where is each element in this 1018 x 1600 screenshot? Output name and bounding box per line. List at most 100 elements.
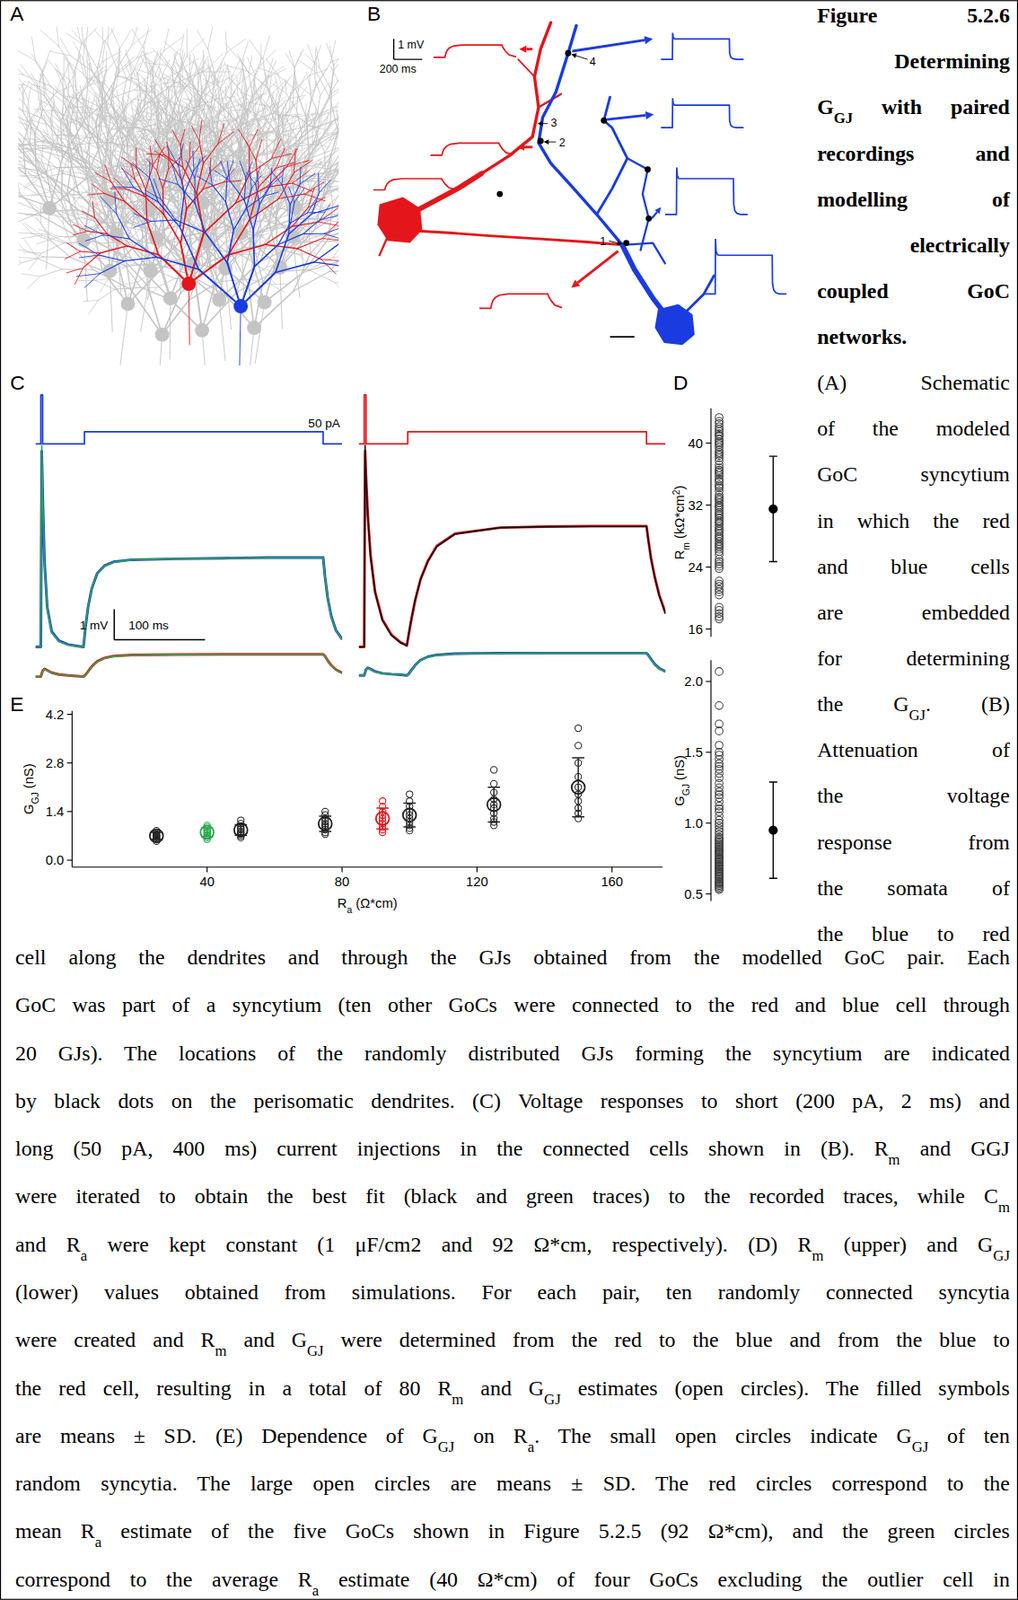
dendrite (278, 136, 293, 149)
dendrite (160, 70, 183, 79)
dendrite (19, 133, 37, 150)
dendrite (96, 129, 115, 137)
dendrite (225, 43, 243, 63)
dendrite (275, 102, 283, 123)
dendrite (186, 38, 205, 56)
dendrite (122, 146, 125, 167)
dendrite (43, 256, 71, 259)
dendrite (210, 74, 217, 97)
dendrite (131, 133, 144, 150)
dendrite (68, 61, 70, 80)
dendrite (111, 28, 121, 49)
dendrite (224, 61, 233, 78)
dendrite (330, 97, 339, 131)
dendrite (22, 80, 30, 94)
dendrite (86, 45, 93, 71)
dendrite (94, 30, 108, 45)
dendrite (62, 55, 64, 79)
dendrite (315, 80, 321, 96)
panel-label: D (673, 370, 688, 395)
dendrite (50, 134, 74, 136)
dendrite (83, 73, 98, 99)
dendrite (225, 31, 227, 53)
dendrite (61, 152, 80, 164)
dendrite (50, 51, 71, 56)
dendrite (152, 48, 167, 66)
dendrite (148, 51, 164, 74)
dendrite (196, 65, 214, 74)
dendrite (102, 26, 104, 44)
dendrite (31, 53, 43, 71)
dendrite (263, 81, 278, 95)
dendrite (272, 108, 282, 124)
dendrite (17, 262, 22, 272)
dendrite (260, 50, 276, 66)
dendrite (330, 40, 336, 63)
dendrite (46, 110, 69, 127)
dendrite (142, 51, 152, 70)
dendrite (70, 257, 104, 272)
dendrite (96, 43, 103, 69)
dendrite (171, 48, 179, 68)
dendrite (332, 96, 339, 112)
dendrite (17, 138, 23, 146)
dendrite (236, 53, 247, 71)
dendrite (151, 63, 154, 88)
dendrite (60, 37, 71, 56)
dendrite (36, 86, 43, 118)
dendrite (208, 108, 217, 126)
dendrite (114, 75, 133, 81)
dendrite (228, 63, 231, 85)
dendrite (334, 137, 340, 153)
dendrite (89, 76, 102, 92)
dendrite (226, 65, 247, 71)
dendrite (246, 94, 264, 106)
dendrite (28, 128, 48, 148)
dendrite (87, 78, 106, 85)
dendrite (220, 84, 231, 106)
dendrite (91, 106, 94, 130)
dendrite (172, 101, 182, 123)
dendrite (315, 45, 320, 68)
dendrite (241, 71, 244, 93)
dendrite (338, 147, 340, 157)
dendrite (102, 51, 122, 62)
dendrite (34, 109, 55, 112)
dendrite (67, 126, 81, 157)
dendrite (131, 29, 144, 49)
dendrite (150, 108, 153, 126)
dendrite (197, 30, 209, 49)
dendrite (301, 135, 303, 155)
dendrite (187, 57, 204, 73)
dendrite (186, 28, 188, 56)
dendrite (307, 43, 315, 63)
dendrite (316, 116, 329, 132)
dendrite (78, 52, 85, 74)
dendrite (40, 205, 42, 224)
dendrite (145, 124, 158, 141)
dendrite (111, 170, 123, 190)
dendrite (40, 29, 59, 46)
dendrite (87, 65, 106, 80)
dendrite (35, 61, 52, 87)
dendrite (315, 49, 317, 74)
dendrite (20, 64, 38, 88)
dendrite (208, 26, 213, 50)
dendrite (237, 103, 255, 116)
figure: ABCDE12341 mV200 ms50 pA1 mV100 ms162432… (0, 0, 1018, 1600)
dendrite (202, 51, 204, 72)
dendrite (292, 194, 325, 237)
dendrite (253, 79, 259, 100)
dendrite (131, 29, 151, 45)
dendrite (270, 91, 273, 109)
dendrite (46, 200, 60, 211)
dendrite (135, 109, 140, 127)
dendrite (289, 50, 295, 67)
dendrite (316, 73, 331, 99)
dendrite (231, 113, 233, 132)
dendrite (17, 110, 27, 125)
dendrite (116, 89, 121, 109)
dendrite (17, 71, 24, 85)
dendrite (208, 67, 220, 89)
dendrite (103, 68, 107, 87)
